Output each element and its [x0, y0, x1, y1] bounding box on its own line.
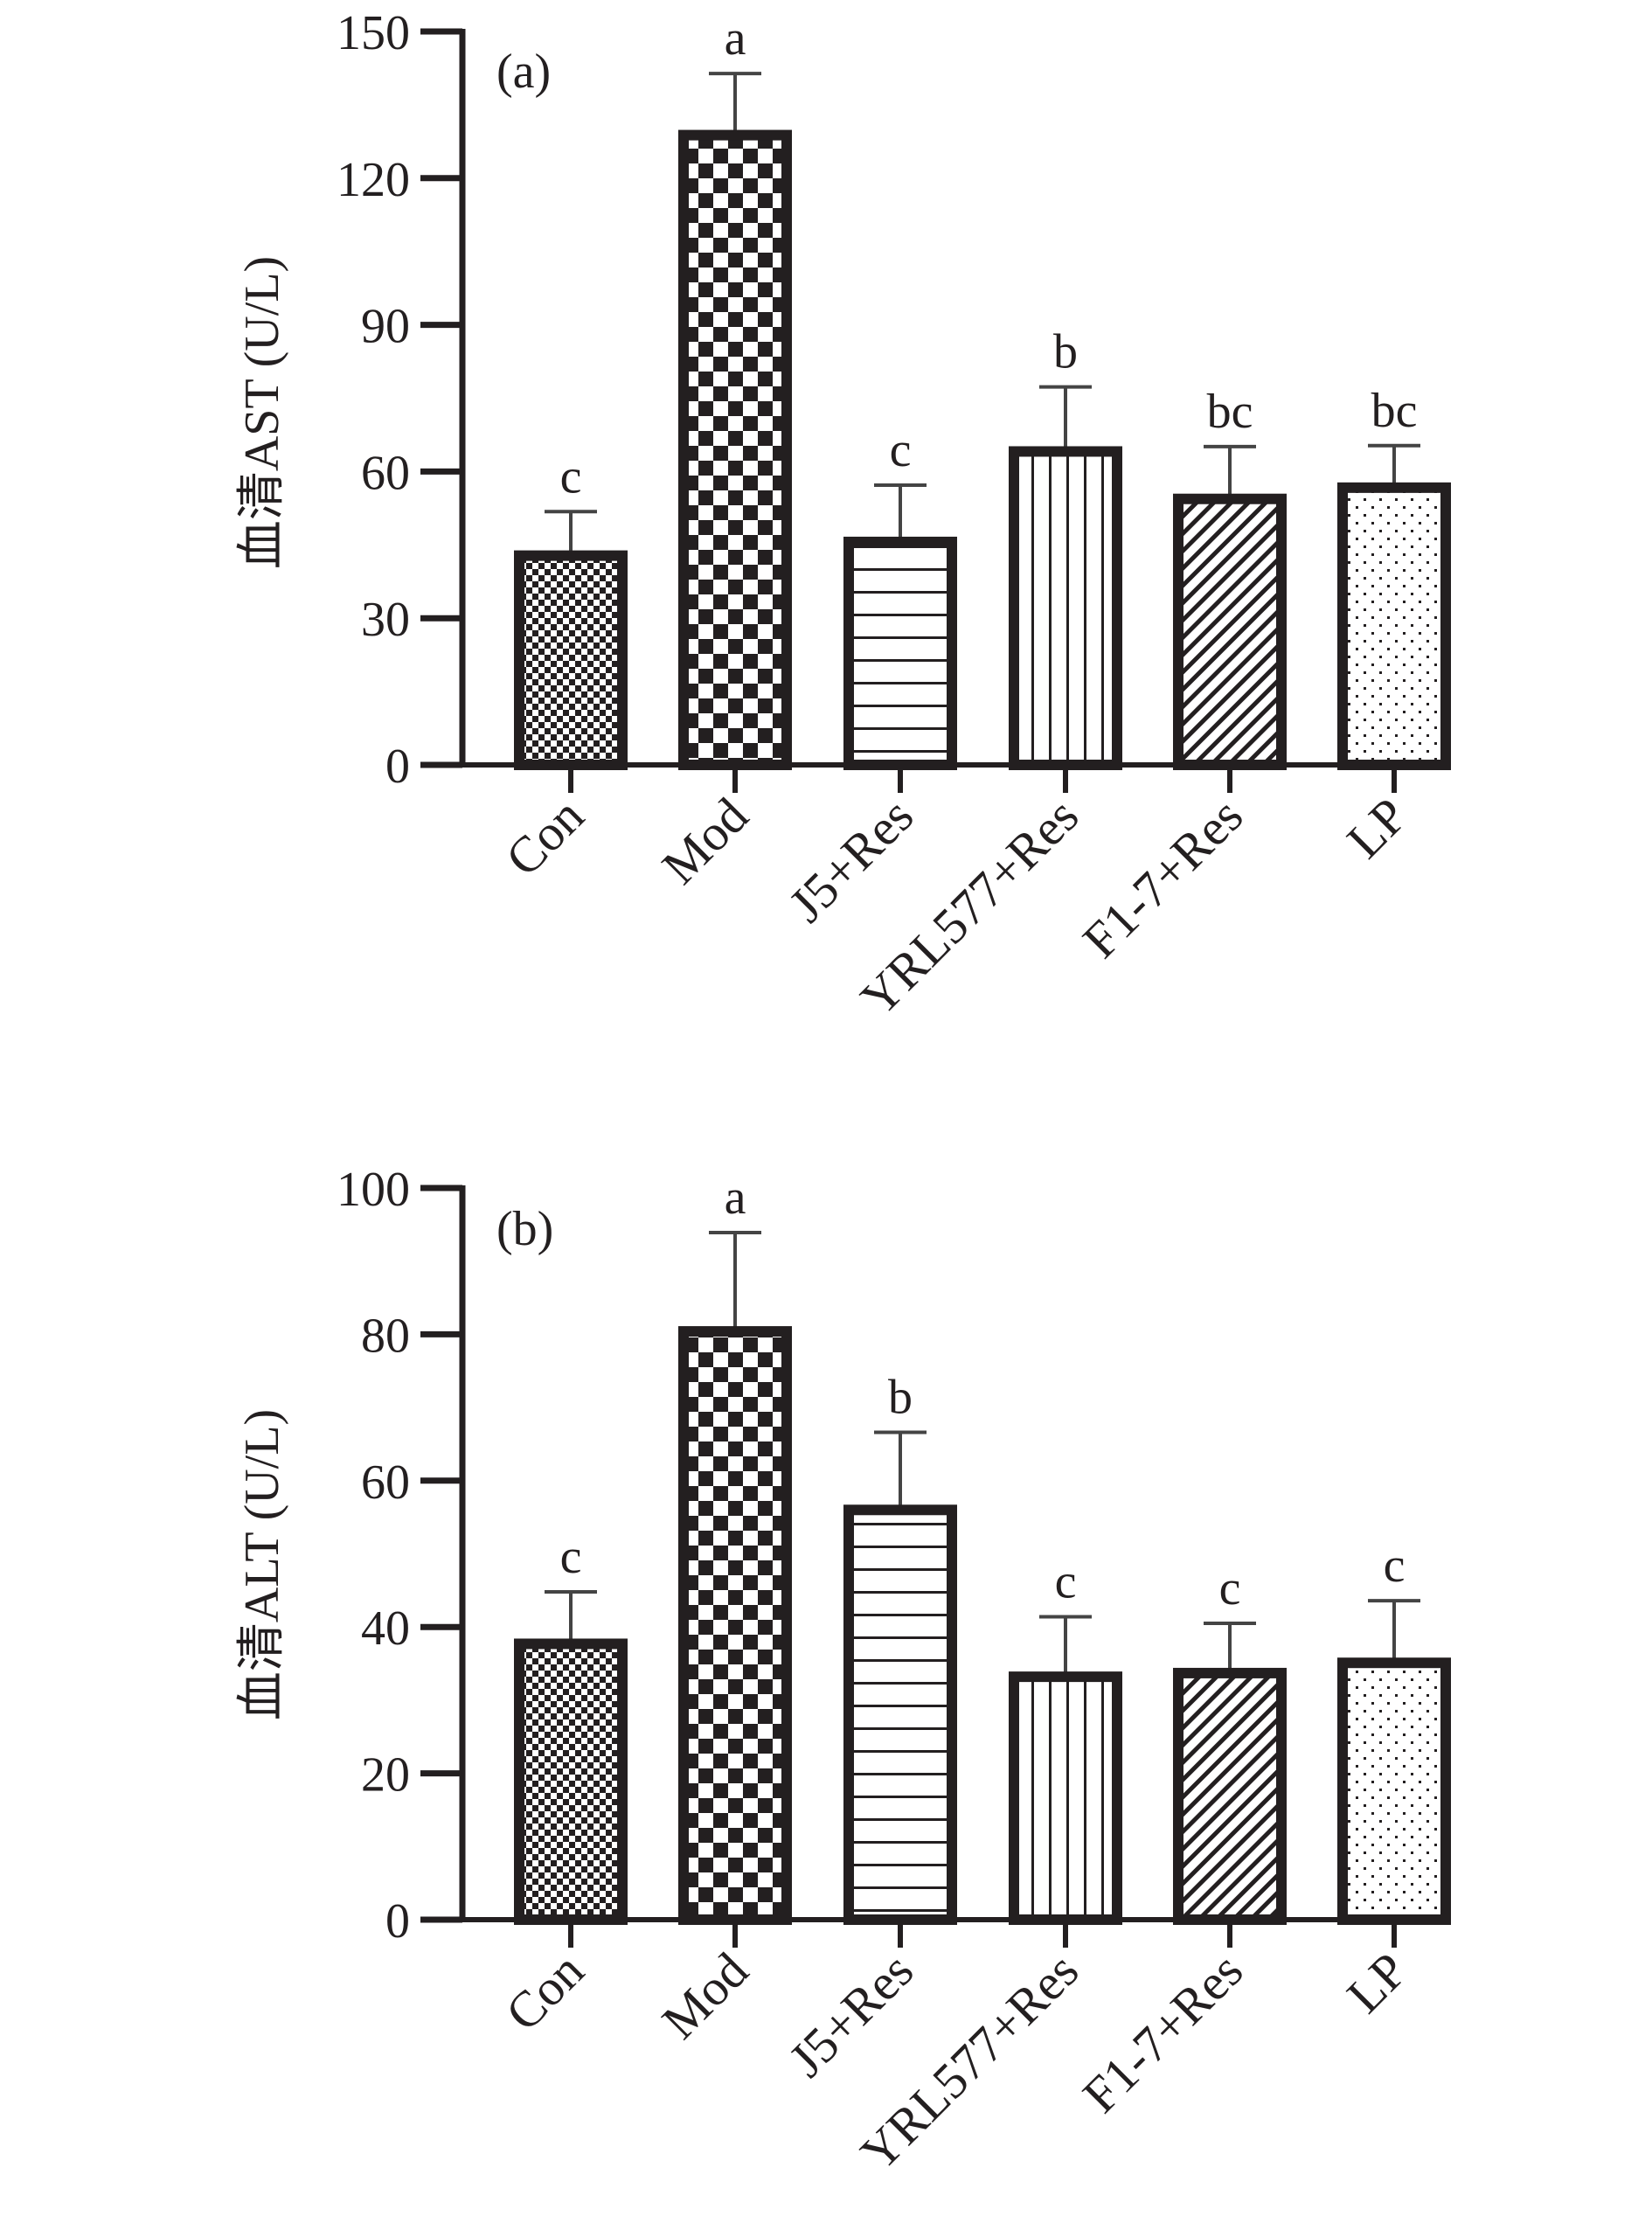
significance-label: a	[725, 1171, 746, 1225]
y-axis-label: 血清AST (U/L)	[235, 256, 289, 569]
significance-label: c	[560, 1530, 582, 1584]
significance-label: b	[888, 1371, 913, 1425]
x-tick-label: F1-7+Res	[1072, 1942, 1253, 2123]
y-tick-label: 20	[361, 1748, 410, 1803]
bar-mod	[678, 1326, 792, 1925]
y-tick-label: 30	[361, 593, 410, 647]
y-axis-label: 血清ALT (U/L)	[235, 1409, 289, 1720]
bar-j5-res	[843, 1504, 957, 1926]
significance-label: c	[1384, 1539, 1406, 1593]
significance-label: a	[725, 11, 746, 66]
significance-label: c	[1055, 1554, 1077, 1608]
x-tick-label: J5+Res	[778, 1942, 924, 2088]
y-tick-label: 0	[385, 740, 410, 794]
x-tick-label: J5+Res	[778, 787, 924, 933]
y-tick-label: 150	[337, 6, 410, 60]
bar-con	[514, 1638, 628, 1926]
y-tick-label: 60	[361, 1455, 410, 1510]
panel-alt: (b) 血清ALT (U/L) 0 20 40 60 80 100 c Con a Mod b J5+…	[235, 1163, 1451, 2181]
x-tick-label: LP	[1336, 1942, 1418, 2024]
y-tick-label: 90	[361, 300, 410, 354]
bar-lp	[1337, 482, 1451, 770]
panel-label: (b)	[496, 1202, 553, 1256]
significance-label: c	[560, 449, 582, 504]
bar-con	[514, 550, 628, 771]
y-tick-label: 0	[385, 1894, 410, 1949]
bar-f1-7-res	[1173, 493, 1287, 770]
bar-yrl577-res	[1009, 446, 1122, 770]
significance-label: c	[890, 423, 912, 477]
bar-lp	[1337, 1657, 1451, 1925]
y-tick-label: 40	[361, 1601, 410, 1656]
x-tick-label: Con	[495, 787, 594, 886]
significance-label: b	[1053, 325, 1078, 379]
x-tick-label: LP	[1336, 787, 1418, 869]
x-tick-label: F1-7+Res	[1072, 787, 1253, 969]
y-tick-label: 60	[361, 446, 410, 500]
y-tick-label: 120	[337, 153, 410, 207]
bar-yrl577-res	[1009, 1671, 1122, 1925]
bar-j5-res	[843, 536, 957, 770]
x-tick-label: Mod	[651, 1942, 759, 2049]
significance-label: bc	[1371, 384, 1418, 438]
panel-ast: (a) 血清AST (U/L) 0 30 60 90 120 150 c Con a Mod c J5…	[235, 6, 1451, 1026]
x-tick-label: Mod	[651, 787, 759, 894]
panel-label: (a)	[496, 45, 551, 99]
y-tick-label: 80	[361, 1309, 410, 1363]
bar-mod	[678, 129, 792, 770]
significance-label: c	[1219, 1561, 1241, 1615]
y-tick-label: 100	[337, 1163, 410, 1217]
bar-f1-7-res	[1173, 1667, 1287, 1926]
x-tick-label: Con	[495, 1942, 594, 2041]
significance-label: bc	[1207, 385, 1253, 439]
